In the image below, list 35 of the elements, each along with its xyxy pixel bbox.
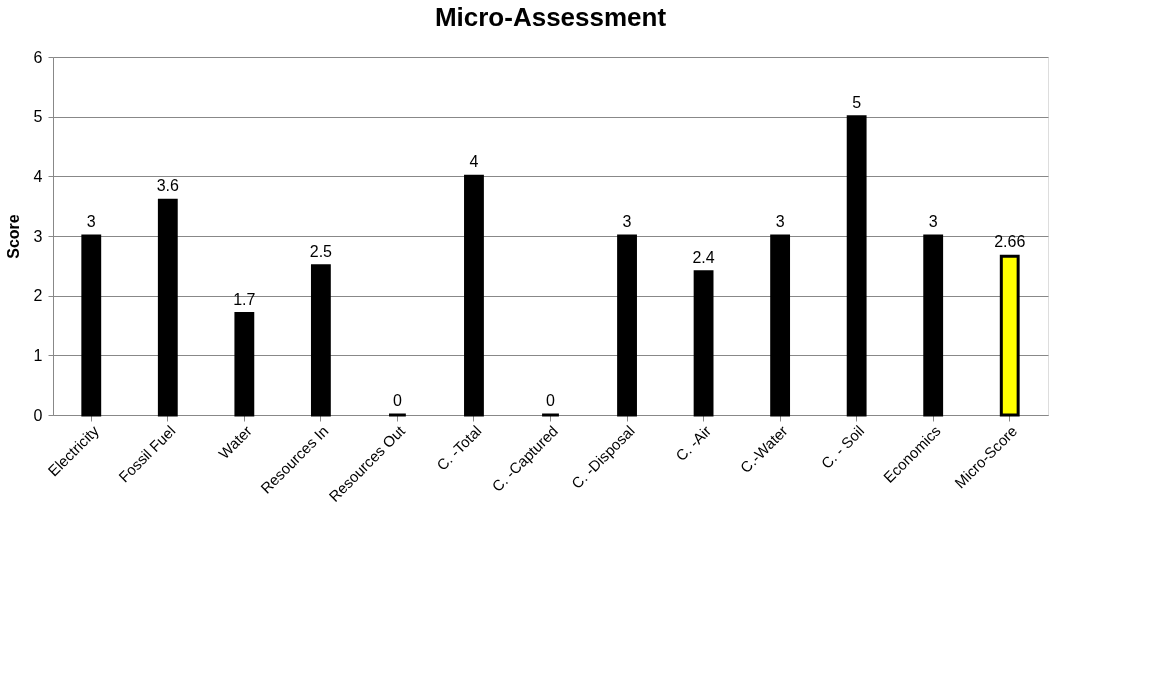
bar: [81, 234, 102, 417]
data-label: 1.7: [233, 290, 256, 308]
data-label: 2.4: [692, 248, 715, 266]
data-label: 3: [622, 213, 632, 230]
y-tick-label: 3: [33, 227, 43, 245]
data-label: 4: [469, 153, 479, 171]
y-tick-label: 0: [33, 406, 43, 424]
y-tick-label: 4: [33, 167, 43, 185]
data-label: 5: [852, 93, 862, 111]
y-tick-label: 6: [33, 48, 43, 66]
x-tick-label: C. -Air: [672, 422, 715, 465]
data-label: 0: [392, 392, 402, 409]
x-tick-label: C. - Soil: [817, 422, 868, 472]
y-tick-label: 5: [33, 108, 43, 126]
bar: [923, 234, 944, 417]
data-label: 2.66: [994, 233, 1026, 251]
bar: [693, 270, 714, 417]
chart-title: Micro-Assessment: [434, 2, 667, 32]
data-label: 2.5: [309, 242, 333, 260]
bar: [770, 234, 791, 417]
data-label: 3: [775, 213, 785, 230]
data-label: 3: [928, 213, 938, 230]
y-tick-label: 2: [33, 287, 43, 305]
y-tick-label: 1: [33, 346, 43, 364]
bar: [846, 115, 867, 417]
data-label: 3: [86, 213, 96, 230]
bar: [999, 254, 1020, 417]
bar: [310, 264, 331, 417]
bar: [617, 234, 637, 417]
bar: [234, 312, 255, 417]
data-label: 0: [546, 392, 556, 409]
bar: [464, 174, 484, 417]
bar: [157, 198, 178, 417]
data-label: 3.6: [156, 177, 180, 195]
y-axis-title: Score: [4, 214, 22, 259]
